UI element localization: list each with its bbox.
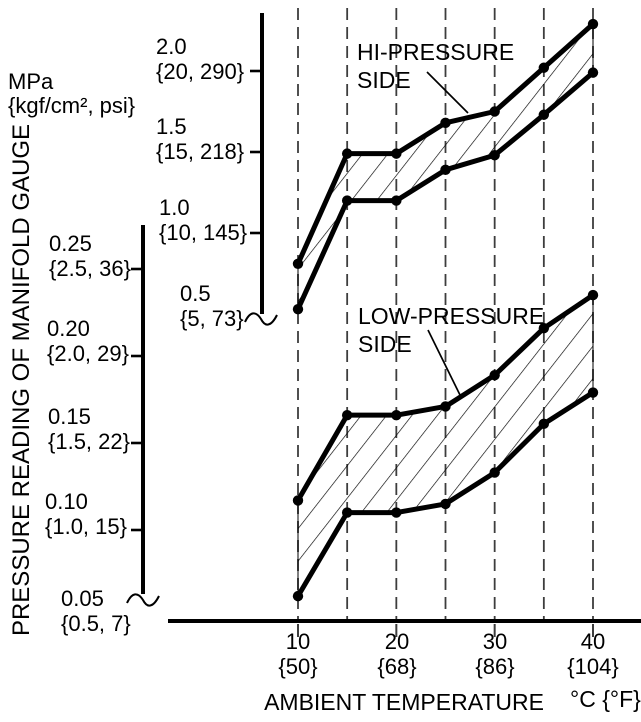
low-axis-tick-0.10: 0.10 {1.0, 15} bbox=[45, 489, 127, 539]
tick-value: 2.0 bbox=[156, 34, 187, 59]
pressure-unit-line2: {kgf/cm², psi} bbox=[8, 93, 136, 118]
low-axis-break-squiggle bbox=[126, 593, 160, 607]
tick-subvalue: {1.0, 15} bbox=[45, 514, 127, 539]
data-point bbox=[440, 117, 451, 129]
data-point bbox=[489, 467, 500, 478]
hi-axis-tick-0.5: 0.5 {5, 73} bbox=[180, 281, 244, 331]
low-axis-tick-0.05: 0.05 {0.5, 7} bbox=[61, 586, 131, 636]
data-point bbox=[391, 507, 402, 518]
low-pressure-side-label: LOW-PRESSURE SIDE bbox=[358, 302, 544, 358]
data-point bbox=[292, 495, 304, 506]
data-point bbox=[440, 498, 451, 510]
data-point bbox=[538, 62, 550, 73]
hi-axis-tick-1.5: 1.5 {15, 218} bbox=[156, 114, 244, 164]
data-point bbox=[587, 67, 599, 78]
data-point bbox=[292, 258, 304, 269]
tick-subvalue: {1.5, 22} bbox=[48, 429, 130, 454]
low-label-line2: SIDE bbox=[358, 331, 412, 357]
hi-axis-tick-2.0: 2.0 {20, 290} bbox=[156, 34, 244, 84]
pressure-unit-label: MPa {kgf/cm², psi} bbox=[8, 70, 135, 118]
x-axis-tick-20: 20 {68} bbox=[377, 629, 416, 679]
tick-subvalue: {10, 145} bbox=[159, 220, 248, 245]
data-point bbox=[292, 590, 304, 602]
data-point bbox=[587, 387, 599, 398]
data-point bbox=[391, 409, 402, 421]
pressure-unit-line1: MPa bbox=[8, 69, 54, 94]
data-point bbox=[489, 106, 500, 117]
tick-subvalue: {5, 73} bbox=[180, 306, 244, 331]
data-point bbox=[341, 409, 353, 421]
hi-label-line2: SIDE bbox=[357, 67, 411, 93]
tick-subvalue: {86} bbox=[475, 654, 515, 679]
hi-pressure-label-leader bbox=[426, 71, 469, 114]
axes-group bbox=[126, 13, 641, 623]
tick-subvalue: {2.0, 29} bbox=[47, 341, 129, 366]
hi-label-line1: HI-PRESSURE bbox=[357, 39, 515, 65]
y-axis-title: PRESSURE READING OF MANIFOLD GAUGE bbox=[8, 123, 35, 637]
tick-value: 0.25 bbox=[49, 231, 92, 256]
tick-value: 1.5 bbox=[156, 114, 187, 139]
tick-value: 0.15 bbox=[48, 404, 91, 429]
data-points-group bbox=[292, 18, 599, 602]
tick-value: 0.5 bbox=[180, 281, 211, 306]
tick-value: 20 bbox=[384, 629, 410, 654]
data-point bbox=[489, 150, 500, 161]
tick-value: 0.05 bbox=[61, 586, 104, 611]
hi-axis-break-squiggle bbox=[244, 312, 278, 326]
data-point bbox=[341, 195, 353, 206]
tick-subvalue: {0.5, 7} bbox=[61, 611, 131, 636]
tick-subvalue: {15, 218} bbox=[156, 139, 245, 164]
data-point bbox=[440, 164, 451, 176]
hi-pressure-side-label: HI-PRESSURE SIDE bbox=[357, 38, 514, 94]
x-axis-unit-label: °C {°F} bbox=[570, 686, 641, 712]
tick-subvalue: {104} bbox=[567, 654, 619, 679]
low-label-line1: LOW-PRESSURE bbox=[358, 303, 545, 329]
tick-subvalue: {68} bbox=[377, 654, 417, 679]
low-pressure-label-leader bbox=[427, 329, 461, 396]
low-axis-tick-0.20: 0.20 {2.0, 29} bbox=[47, 316, 129, 366]
data-point bbox=[489, 369, 500, 381]
data-point bbox=[440, 401, 451, 412]
x-axis-tick-30: 30 {86} bbox=[475, 629, 514, 679]
leader-lines-group bbox=[426, 71, 469, 396]
low-axis-tick-0.25: 0.25 {2.5, 36} bbox=[49, 231, 131, 281]
hi-axis-tick-1.0: 1.0 {10, 145} bbox=[159, 195, 247, 245]
low-axis-tick-0.15: 0.15 {1.5, 22} bbox=[48, 404, 130, 454]
x-axis-tick-10: 10 {50} bbox=[278, 629, 317, 679]
tick-subvalue: {20, 290} bbox=[156, 59, 245, 84]
tick-value: 10 bbox=[285, 629, 311, 654]
data-point bbox=[341, 507, 353, 518]
data-point bbox=[538, 418, 550, 430]
x-axis-title: AMBIENT TEMPERATURE bbox=[264, 689, 544, 715]
data-point bbox=[538, 109, 550, 120]
tick-value: 0.10 bbox=[45, 489, 88, 514]
tick-value: 1.0 bbox=[159, 195, 190, 220]
data-point bbox=[587, 289, 599, 301]
tick-subvalue: {2.5, 36} bbox=[49, 256, 131, 281]
data-point bbox=[391, 148, 402, 159]
tick-value: 0.20 bbox=[47, 316, 90, 341]
tick-subvalue: {50} bbox=[278, 654, 318, 679]
tick-value: 40 bbox=[580, 629, 606, 654]
data-point bbox=[538, 322, 550, 334]
tick-value: 30 bbox=[482, 629, 508, 654]
data-point bbox=[292, 303, 304, 315]
data-point bbox=[587, 18, 599, 30]
x-axis-tick-40: 40 {104} bbox=[567, 629, 618, 679]
data-point bbox=[341, 148, 353, 159]
data-point bbox=[391, 195, 402, 206]
